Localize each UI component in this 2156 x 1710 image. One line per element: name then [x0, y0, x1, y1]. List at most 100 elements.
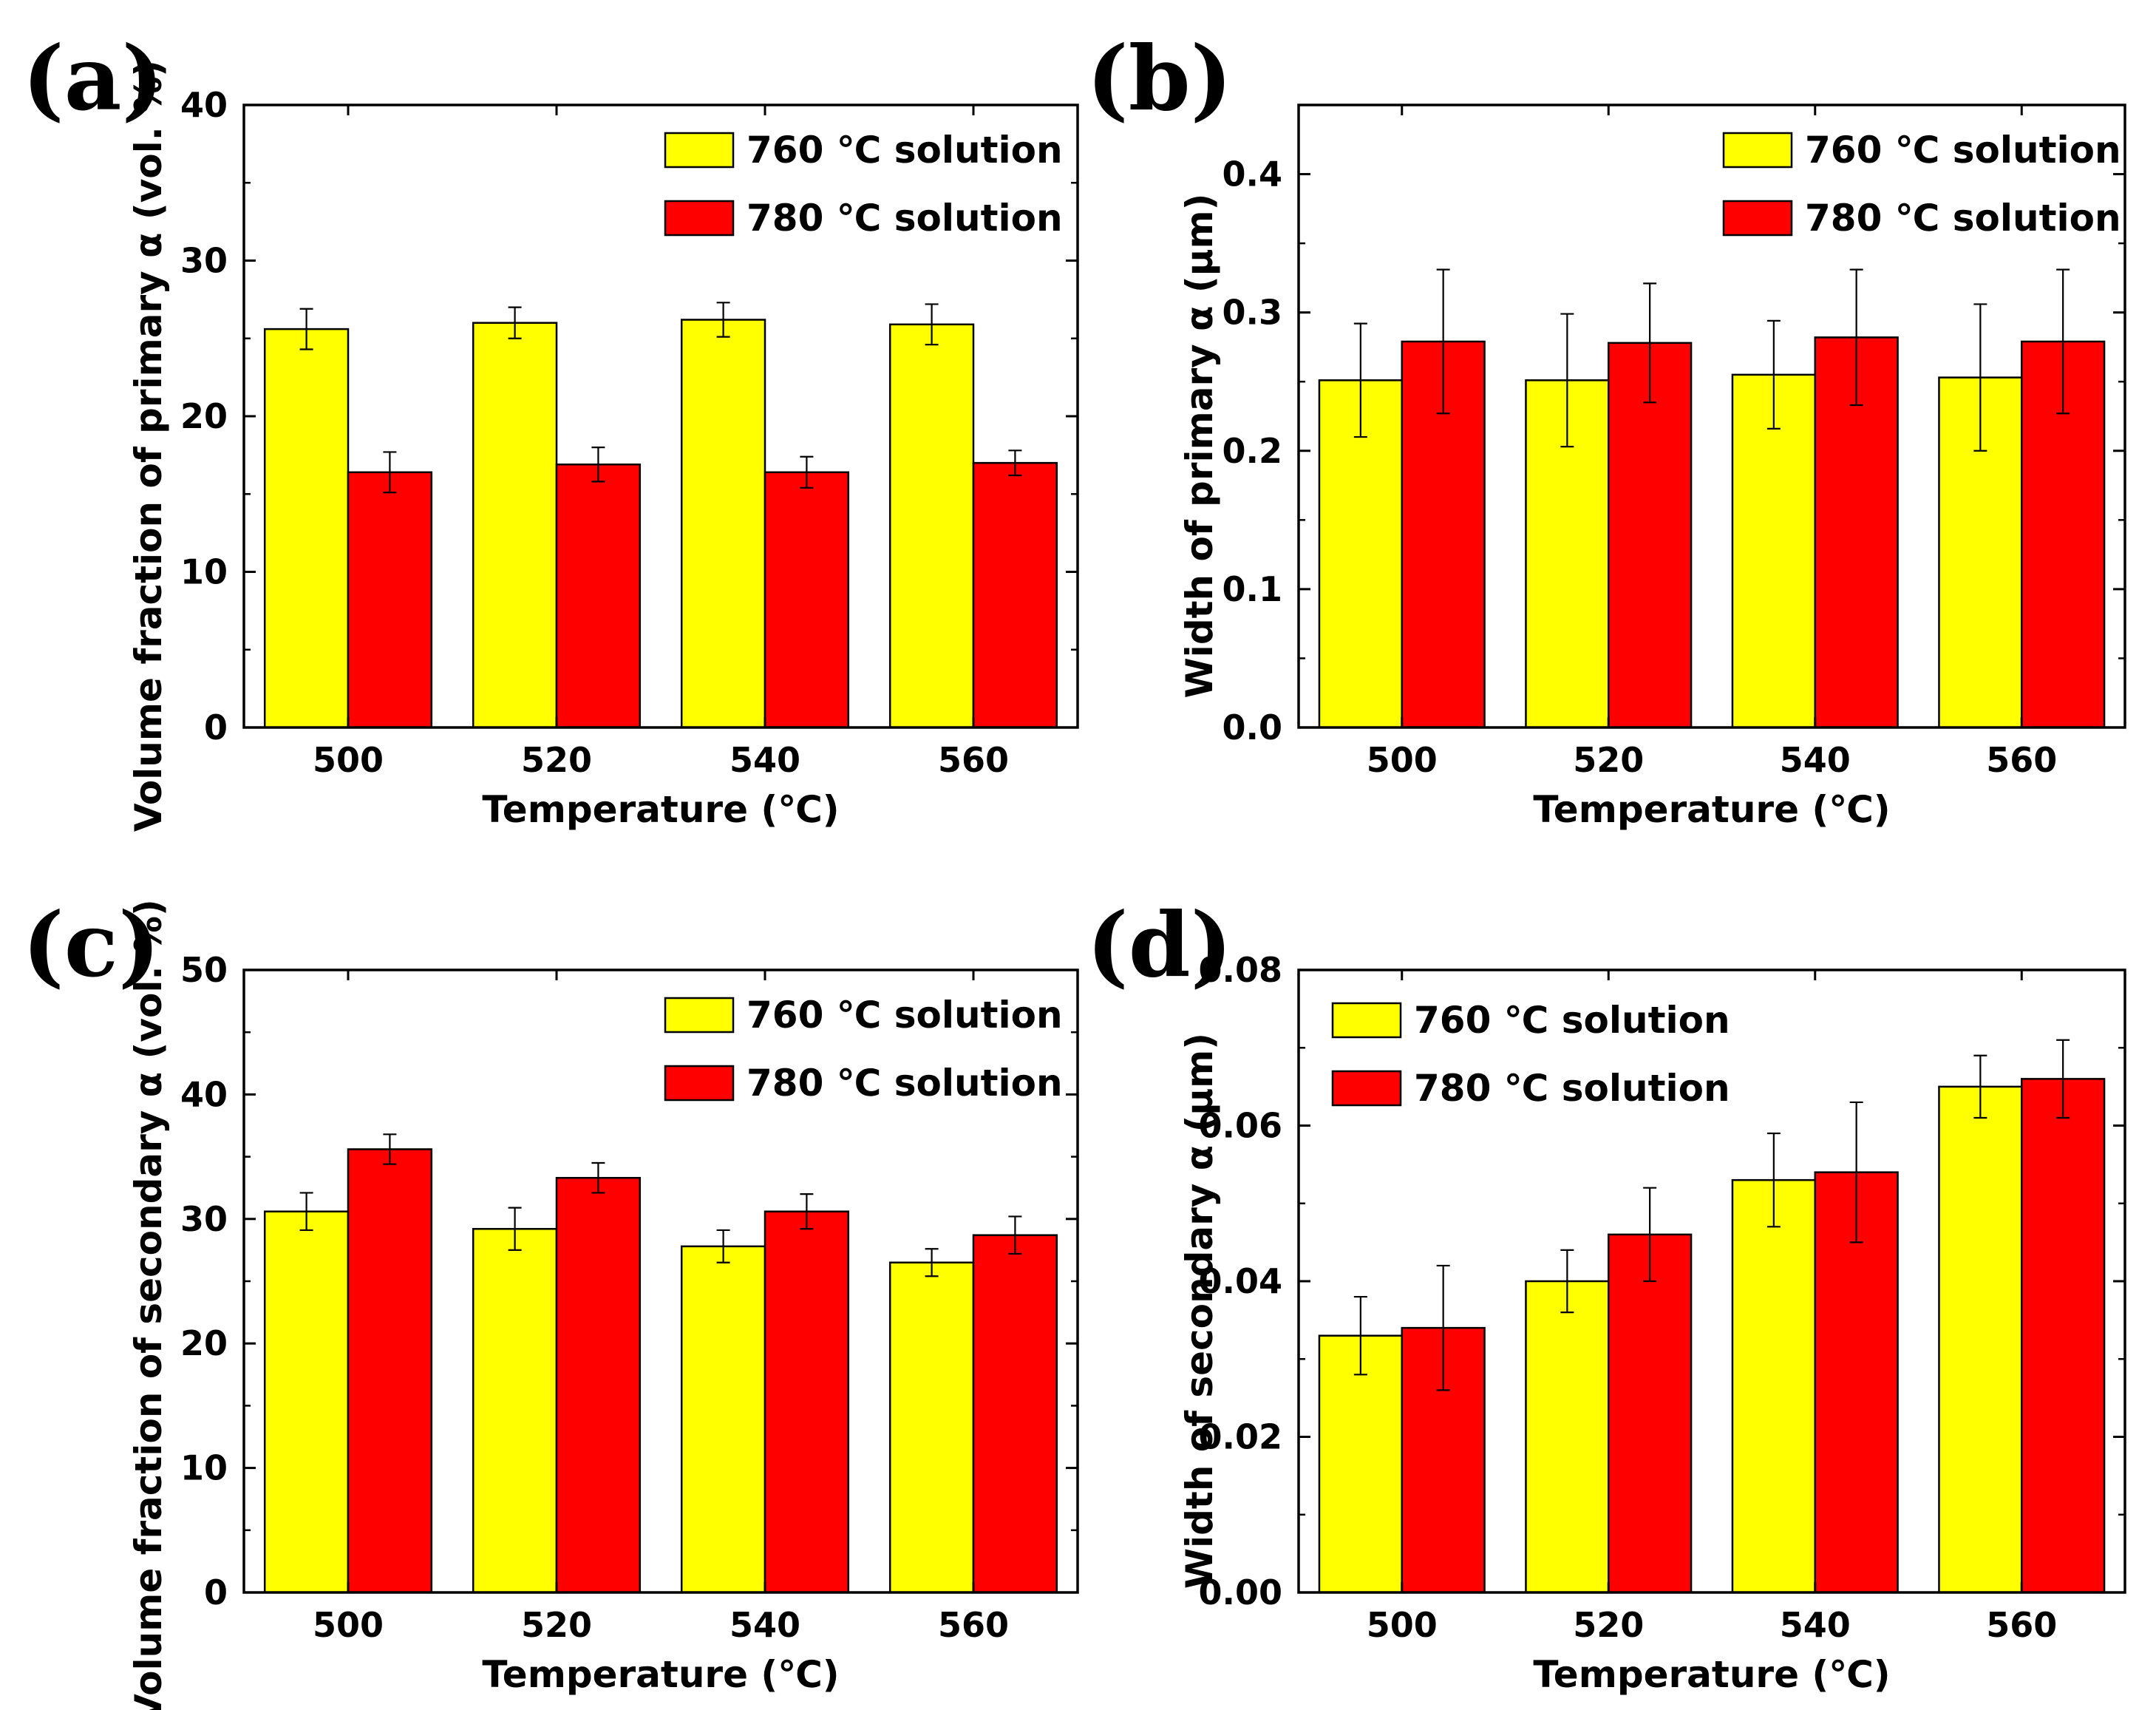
bar-780-540 [764, 471, 850, 729]
x-tick-label-540: 540 [1780, 740, 1851, 780]
legend-label-760: 760 ℃ solution [1414, 999, 1730, 1042]
y-tick-label: 0.04 [1199, 1261, 1283, 1301]
x-tick-label-540: 540 [1780, 1605, 1851, 1645]
legend-label-780: 780 ℃ solution [747, 1062, 1063, 1105]
x-tick-label-500: 500 [313, 1605, 384, 1645]
legend-swatch-780 [664, 1065, 735, 1102]
error-bar-780-500 [1436, 1264, 1450, 1391]
bar-760-560 [888, 1261, 975, 1594]
bar-780-560 [972, 461, 1058, 729]
error-bar-780-560 [1008, 449, 1022, 477]
bar-760-520 [1525, 1280, 1610, 1594]
chart-panel-d: (d) 500 520 540 560 0.00 0.02 0.04 0.06 0.08 Tempe… [1086, 893, 2126, 1696]
error-bar-760-520 [1560, 313, 1574, 448]
bar-760-520 [472, 322, 558, 729]
y-axis-label: Width of secondary α (μm) [1178, 1033, 1221, 1589]
bar-760-500 [1318, 1334, 1403, 1594]
error-bar-760-520 [508, 306, 522, 339]
legend-label-780: 780 ℃ solution [747, 197, 1063, 240]
y-tick-label: 0.2 [1222, 431, 1283, 471]
y-tick-label: 10 [180, 1448, 228, 1488]
x-tick-label-540: 540 [730, 1605, 800, 1645]
legend-swatch-780 [1722, 200, 1793, 237]
bar-780-560 [972, 1234, 1058, 1594]
error-bar-760-500 [1353, 1295, 1367, 1376]
error-bar-760-540 [1766, 319, 1781, 430]
error-bar-780-540 [800, 455, 814, 489]
panel-label: (a) [22, 27, 163, 131]
error-bar-780-520 [1643, 1187, 1657, 1283]
y-tick-label: 30 [180, 241, 228, 281]
y-tick-label: 30 [180, 1199, 228, 1239]
x-tick-label-500: 500 [1367, 1605, 1438, 1645]
y-tick-label: 20 [180, 396, 228, 436]
legend: 760 ℃ solution 780 ℃ solution [664, 129, 1063, 240]
x-tick-label-520: 520 [1573, 740, 1644, 780]
x-tick-label-560: 560 [1986, 740, 2057, 780]
x-axis-label: Temperature (℃) [482, 788, 839, 831]
bar-760-540 [680, 319, 766, 729]
bar-760-540 [680, 1245, 766, 1594]
bar-780-500 [347, 471, 433, 729]
y-axis-label: Volume fraction of secondary α (vol. %) [127, 899, 170, 1710]
error-bar-780-520 [591, 446, 605, 483]
y-tick-label: 0 [204, 708, 228, 747]
x-tick-label-500: 500 [1367, 740, 1438, 780]
bar-780-520 [1608, 1233, 1693, 1594]
legend-label-760: 760 ℃ solution [1805, 129, 2121, 172]
error-bar-760-500 [1353, 322, 1367, 438]
bar-760-520 [472, 1228, 558, 1594]
x-tick-label-540: 540 [730, 740, 800, 780]
error-bar-760-500 [299, 1192, 313, 1232]
error-bar-780-560 [1008, 1215, 1022, 1255]
x-tick-label-560: 560 [1986, 1605, 2057, 1645]
y-tick-label: 0.08 [1199, 950, 1283, 990]
legend-swatch-760 [664, 997, 735, 1034]
error-bar-760-560 [1973, 1054, 1987, 1119]
bar-780-520 [555, 464, 642, 729]
y-tick-label: 10 [180, 552, 228, 592]
error-bar-780-520 [591, 1161, 605, 1194]
x-tick-label-500: 500 [313, 740, 384, 780]
error-bar-760-540 [716, 302, 730, 338]
y-tick-label: 0.02 [1199, 1417, 1283, 1457]
error-bar-760-520 [1560, 1249, 1574, 1314]
legend-swatch-780 [1331, 1070, 1402, 1107]
y-tick-label: 0.0 [1222, 708, 1283, 747]
error-bar-780-540 [1849, 1101, 1863, 1244]
x-tick-label-520: 520 [521, 740, 592, 780]
y-tick-label: 0.00 [1199, 1572, 1283, 1612]
plot-frame [1297, 104, 2126, 729]
bar-780-520 [555, 1176, 642, 1594]
bar-760-560 [1938, 1085, 2023, 1594]
error-bar-780-500 [383, 451, 397, 494]
bar-780-500 [347, 1148, 433, 1594]
bar-780-560 [2021, 1078, 2106, 1594]
error-bar-780-560 [2056, 268, 2070, 415]
legend: 760 ℃ solution 780 ℃ solution [664, 994, 1063, 1105]
legend: 760 ℃ solution 780 ℃ solution [1722, 129, 2121, 240]
bar-780-520 [1608, 342, 1693, 729]
error-bar-780-540 [1849, 268, 1863, 407]
error-bar-780-520 [1643, 282, 1657, 404]
plot-frame [242, 104, 1079, 729]
x-axis-label: Temperature (℃) [482, 1653, 839, 1696]
bar-760-540 [1731, 1178, 1816, 1594]
y-tick-label: 0.1 [1222, 569, 1283, 609]
error-bar-760-500 [299, 308, 313, 350]
y-tick-label: 0.4 [1222, 155, 1283, 194]
x-tick-label-520: 520 [521, 1605, 592, 1645]
error-bar-760-560 [925, 1248, 939, 1278]
legend-label-760: 760 ℃ solution [747, 129, 1063, 172]
bar-760-560 [888, 323, 975, 729]
y-tick-label: 20 [180, 1323, 228, 1363]
plot-frame [242, 968, 1079, 1594]
y-tick-label: 40 [180, 1074, 228, 1114]
error-bar-780-500 [1436, 268, 1450, 415]
legend-swatch-760 [1331, 1002, 1402, 1039]
legend-swatch-760 [664, 132, 735, 169]
error-bar-760-520 [508, 1207, 522, 1252]
bar-780-540 [764, 1210, 850, 1594]
error-bar-760-560 [1973, 303, 1987, 452]
